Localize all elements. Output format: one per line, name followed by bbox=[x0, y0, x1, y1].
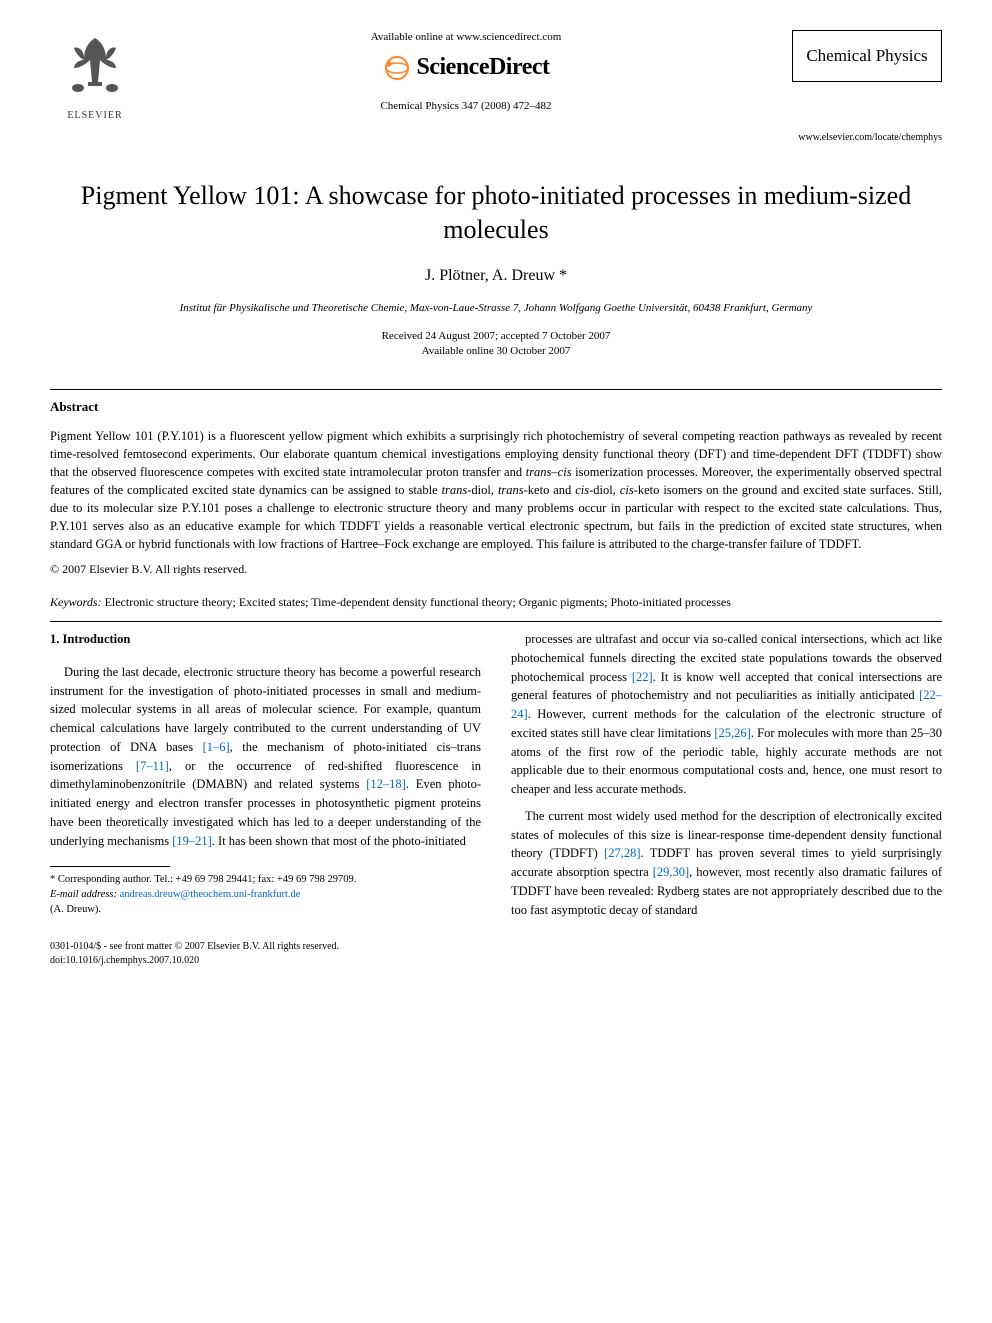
footnote-email[interactable]: andreas.dreuw@theochem.uni-frankfurt.de bbox=[120, 889, 301, 900]
rule-above-abstract bbox=[50, 389, 942, 390]
bottom-matter: 0301-0104/$ - see front matter © 2007 El… bbox=[50, 940, 942, 968]
article-title: Pigment Yellow 101: A showcase for photo… bbox=[50, 179, 942, 247]
center-header: Available online at www.sciencedirect.co… bbox=[140, 30, 792, 114]
sciencedirect-logo: ScienceDirect bbox=[150, 51, 782, 85]
elsevier-label: ELSEVIER bbox=[50, 109, 140, 123]
elsevier-tree-icon bbox=[60, 30, 130, 100]
doi-line: doi:10.1016/j.chemphys.2007.10.020 bbox=[50, 954, 942, 968]
intro-paragraph-2: processes are ultrafast and occur via so… bbox=[511, 630, 942, 799]
issn-line: 0301-0104/$ - see front matter © 2007 El… bbox=[50, 940, 942, 954]
abstract-heading: Abstract bbox=[50, 398, 942, 416]
affiliation: Institut für Physikalische und Theoretis… bbox=[50, 301, 942, 316]
journal-name: Chemical Physics bbox=[801, 45, 933, 67]
sciencedirect-brand: ScienceDirect bbox=[417, 51, 550, 85]
authors: J. Plötner, A. Dreuw * bbox=[50, 265, 942, 287]
page-header: ELSEVIER Available online at www.science… bbox=[50, 30, 942, 123]
introduction-heading: 1. Introduction bbox=[50, 630, 481, 649]
abstract-copyright: © 2007 Elsevier B.V. All rights reserved… bbox=[50, 561, 942, 578]
received-date: Received 24 August 2007; accepted 7 Octo… bbox=[50, 329, 942, 344]
intro-paragraph-1: During the last decade, electronic struc… bbox=[50, 663, 481, 851]
rule-below-keywords bbox=[50, 621, 942, 622]
footnote-rule bbox=[50, 866, 170, 867]
journal-name-box: Chemical Physics bbox=[792, 30, 942, 82]
keywords-label: Keywords: bbox=[50, 595, 102, 609]
corresponding-author-footnote: * Corresponding author. Tel.: +49 69 798… bbox=[50, 873, 481, 917]
footnote-email-label: E-mail address: bbox=[50, 889, 117, 900]
locator-url: www.elsevier.com/locate/chemphys bbox=[50, 131, 942, 145]
online-date: Available online 30 October 2007 bbox=[50, 344, 942, 359]
journal-citation: Chemical Physics 347 (2008) 472–482 bbox=[150, 99, 782, 114]
footnote-email-who: (A. Dreuw). bbox=[50, 903, 481, 918]
article-dates: Received 24 August 2007; accepted 7 Octo… bbox=[50, 329, 942, 360]
footnote-corresp: * Corresponding author. Tel.: +49 69 798… bbox=[50, 873, 481, 888]
keywords-list: Electronic structure theory; Excited sta… bbox=[105, 595, 731, 609]
elsevier-logo-block: ELSEVIER bbox=[50, 30, 140, 123]
intro-paragraph-3: The current most widely used method for … bbox=[511, 807, 942, 920]
sciencedirect-orb-icon bbox=[383, 54, 411, 82]
available-online-text: Available online at www.sciencedirect.co… bbox=[150, 30, 782, 45]
footnote-email-line: E-mail address: andreas.dreuw@theochem.u… bbox=[50, 888, 481, 903]
body-columns: 1. Introduction During the last decade, … bbox=[50, 630, 942, 922]
keywords: Keywords: Electronic structure theory; E… bbox=[50, 594, 942, 611]
abstract-body: Pigment Yellow 101 (P.Y.101) is a fluore… bbox=[50, 427, 942, 554]
